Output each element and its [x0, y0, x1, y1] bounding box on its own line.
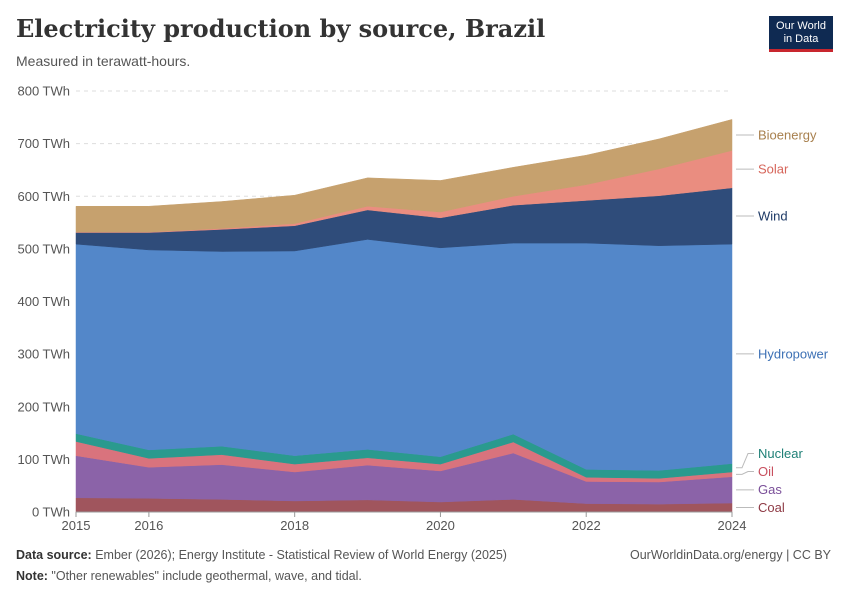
x-tick-label: 2024: [718, 518, 747, 533]
source-text: Ember (2026); Energy Institute - Statist…: [91, 548, 507, 562]
source-label: Data source:: [16, 548, 92, 562]
x-tick-label: 2016: [134, 518, 163, 533]
area-bioenergy: [75, 119, 733, 233]
label-connector: [736, 453, 754, 469]
y-tick-label: 600 TWh: [17, 189, 70, 204]
logo-line-2: in Data: [783, 33, 819, 45]
note-label: Note:: [16, 569, 48, 583]
series-label-oil: Oil: [758, 464, 774, 479]
series-label-gas: Gas: [758, 482, 782, 497]
y-tick-label: 800 TWh: [17, 84, 70, 99]
series-label-wind: Wind: [758, 208, 788, 223]
chart-subtitle: Measured in terawatt-hours.: [16, 53, 191, 69]
data-source: Data source: Ember (2026); Energy Instit…: [16, 548, 507, 562]
series-label-coal: Coal: [758, 500, 785, 515]
y-tick-label: 300 TWh: [17, 347, 70, 362]
note-text: "Other renewables" include geothermal, w…: [47, 569, 362, 583]
series-label-nuclear: Nuclear: [758, 446, 803, 461]
y-tick-label: 400 TWh: [17, 294, 70, 309]
y-tick-label: 200 TWh: [17, 399, 70, 414]
chart-title: Electricity production by source, Brazil: [16, 14, 546, 43]
series-label-solar: Solar: [758, 162, 789, 177]
y-tick-label: 500 TWh: [17, 241, 70, 256]
x-tick-label: 2020: [426, 518, 455, 533]
x-tick-label: 2022: [572, 518, 601, 533]
source-url[interactable]: OurWorldinData.org/energy | CC BY: [629, 548, 831, 562]
y-tick-label: 100 TWh: [17, 452, 70, 467]
chart-note: Note: "Other renewables" include geother…: [16, 569, 362, 583]
x-tick-label: 2015: [62, 518, 91, 533]
logo-line-1: Our World: [776, 20, 826, 32]
owid-logo[interactable]: Our World in Data: [769, 16, 833, 52]
label-connector: [736, 471, 754, 475]
y-tick-label: 0 TWh: [32, 505, 70, 520]
series-label-hydropower: Hydropower: [758, 346, 829, 361]
series-label-bioenergy: Bioenergy: [758, 127, 817, 142]
y-tick-label: 700 TWh: [17, 136, 70, 151]
x-tick-label: 2018: [280, 518, 309, 533]
area-hydropower: [75, 239, 733, 471]
